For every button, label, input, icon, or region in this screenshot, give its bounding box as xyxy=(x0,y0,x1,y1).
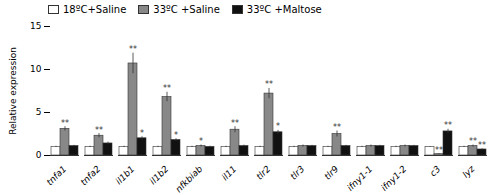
html-text:18ºC+Saline: 18ºC+Saline xyxy=(63,3,127,15)
svg-text:ifny1-2: ifny1-2 xyxy=(379,164,408,193)
svg-text:tlr3: tlr3 xyxy=(288,164,306,182)
svg-text:*: * xyxy=(199,137,203,146)
svg-text:tlr9: tlr9 xyxy=(322,164,340,182)
svg-text:**: ** xyxy=(61,119,69,128)
svg-text:nfkbiab: nfkbiab xyxy=(174,164,205,195)
svg-text:il11: il11 xyxy=(220,164,239,183)
svg-text:il1b1: il1b1 xyxy=(114,164,137,187)
svg-text:**: ** xyxy=(163,84,171,93)
svg-text:**: ** xyxy=(333,123,341,132)
html-text:33ºC +Saline: 33ºC +Saline xyxy=(153,3,220,15)
svg-text:**: ** xyxy=(231,119,239,128)
svg-text:**: ** xyxy=(444,121,452,130)
svg-text:lyz: lyz xyxy=(460,164,476,180)
svg-text:5: 5 xyxy=(36,107,42,117)
svg-text:15: 15 xyxy=(30,21,41,31)
svg-text:**: ** xyxy=(478,141,486,150)
html-text:33ºC +Maltose: 33ºC +Maltose xyxy=(246,3,322,15)
svg-text:il1b2: il1b2 xyxy=(148,164,171,187)
svg-text:tnfa2: tnfa2 xyxy=(79,164,103,188)
svg-text:**: ** xyxy=(469,137,477,146)
svg-text:*: * xyxy=(174,131,178,140)
svg-text:**: ** xyxy=(129,45,137,54)
svg-text:*: * xyxy=(140,129,144,138)
svg-text:**: ** xyxy=(435,146,443,155)
svg-text:tlr2: tlr2 xyxy=(254,164,272,182)
svg-text:**: ** xyxy=(265,80,273,89)
svg-text:10: 10 xyxy=(30,64,42,74)
svg-text:tnfa1: tnfa1 xyxy=(45,164,69,188)
svg-text:ifny1-1: ifny1-1 xyxy=(345,164,374,193)
svg-text:*: * xyxy=(276,122,280,131)
svg-text:Relative expression: Relative expression xyxy=(8,47,18,135)
svg-text:c3: c3 xyxy=(428,164,443,179)
svg-text:**: ** xyxy=(95,126,103,135)
svg-text:0: 0 xyxy=(36,150,42,160)
